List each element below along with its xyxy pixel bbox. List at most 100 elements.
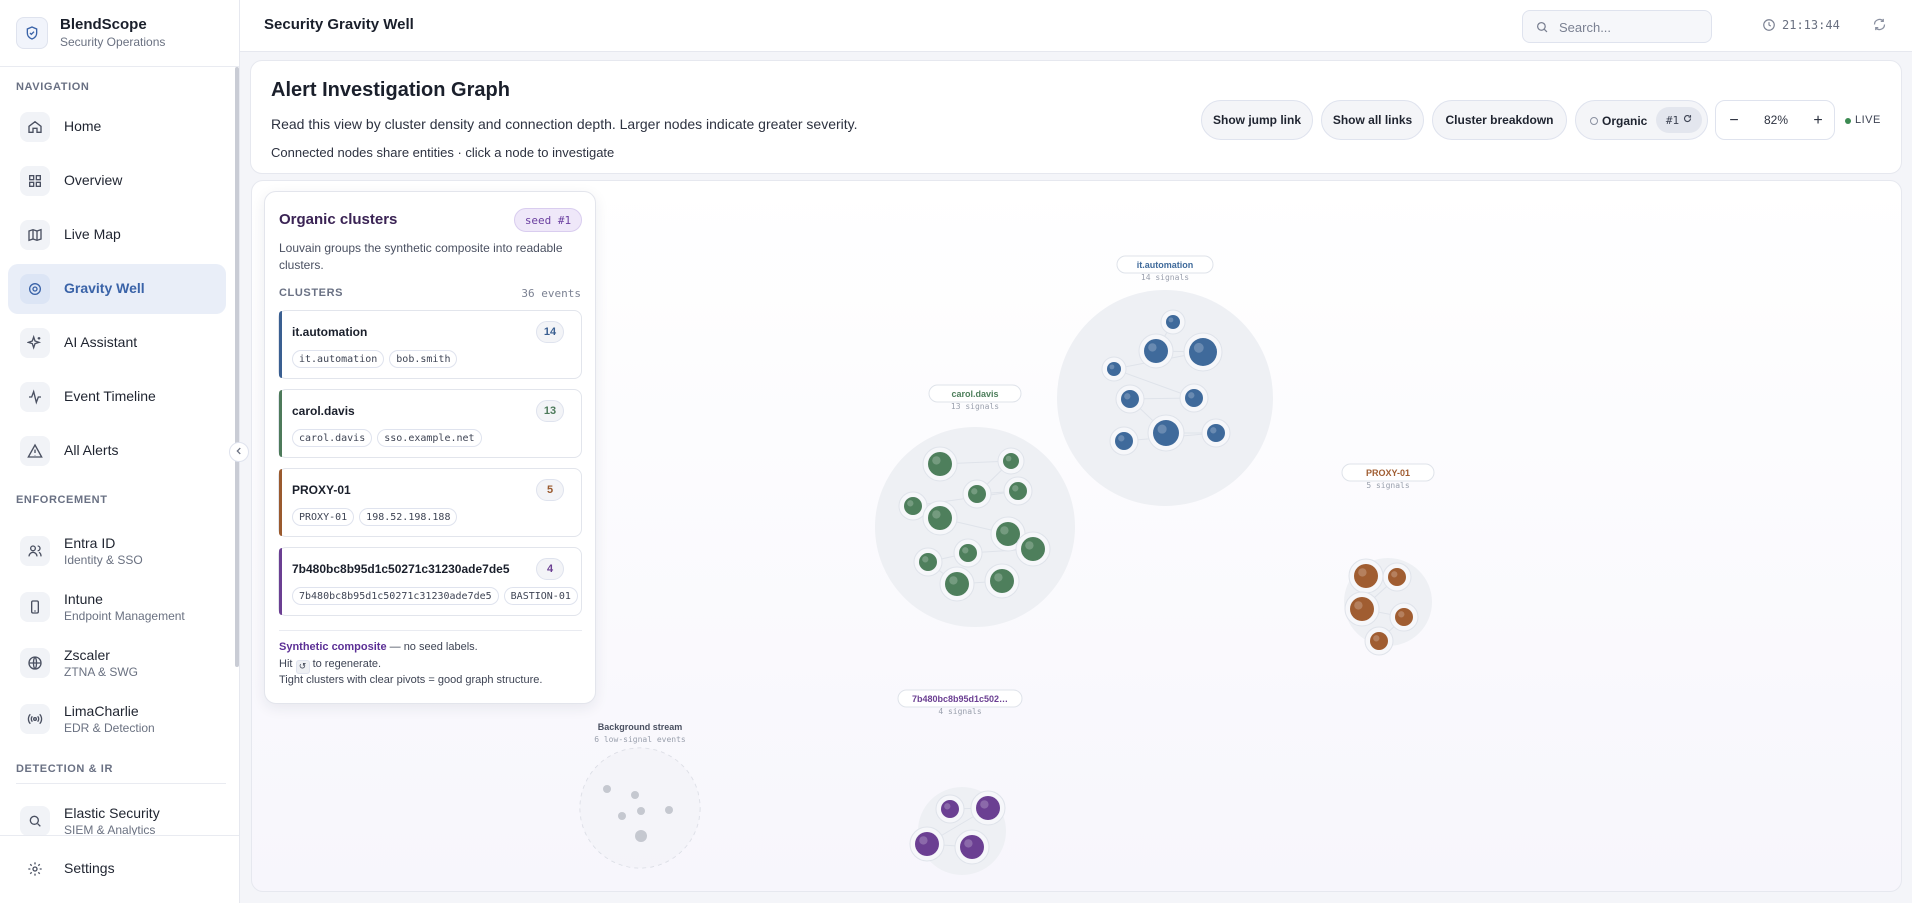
search-input[interactable] xyxy=(1559,17,1704,37)
alert-node[interactable] xyxy=(631,791,639,799)
zoom-out-button[interactable]: − xyxy=(1729,112,1739,129)
sidebar-item-overview[interactable]: Overview xyxy=(8,156,226,206)
node-highlight xyxy=(932,456,941,465)
sidebar-item-entra-id[interactable]: Entra ID Identity & SSO xyxy=(8,526,226,576)
brand[interactable]: BlendScope Security Operations xyxy=(16,14,224,52)
cluster-card[interactable]: it.automation 14 it.automation bob.smith xyxy=(278,310,582,379)
node-highlight xyxy=(1000,526,1009,535)
alert-node[interactable] xyxy=(919,553,937,571)
alert-node[interactable] xyxy=(1021,537,1045,561)
cluster-breakdown-button[interactable]: Cluster breakdown xyxy=(1432,100,1567,140)
entity-tag[interactable]: carol.davis xyxy=(292,429,373,447)
cluster-card[interactable]: PROXY-01 5 PROXY-01 198.52.198.188 xyxy=(278,468,582,537)
alert-node[interactable] xyxy=(1370,632,1388,650)
alert-node[interactable] xyxy=(637,807,645,815)
cluster-label[interactable]: PROXY-01 xyxy=(1366,468,1410,478)
layout-mode-toggle[interactable]: Organic #1 xyxy=(1575,100,1708,140)
cluster-name: carol.davis xyxy=(292,404,355,418)
alert-node[interactable] xyxy=(928,452,952,476)
entity-tag[interactable]: PROXY-01 xyxy=(292,508,355,526)
cluster-card[interactable]: carol.davis 13 carol.davis sso.example.n… xyxy=(278,389,582,458)
entity-tag[interactable]: it.automation xyxy=(292,350,385,368)
alert-node[interactable] xyxy=(618,812,626,820)
alert-node[interactable] xyxy=(990,569,1014,593)
refresh-icon[interactable] xyxy=(1872,17,1887,37)
alert-node[interactable] xyxy=(1207,424,1225,442)
sidebar-item-gravity-well[interactable]: Gravity Well xyxy=(8,264,226,314)
alert-node[interactable] xyxy=(1189,338,1217,366)
entity-tag[interactable]: bob.smith xyxy=(389,350,458,368)
sidebar-item-elastic-security[interactable]: Elastic Security SIEM & Analytics xyxy=(8,796,226,835)
alert-node[interactable] xyxy=(603,785,611,793)
cluster-well[interactable] xyxy=(875,427,1075,627)
alert-node[interactable] xyxy=(1003,453,1019,469)
alert-node[interactable] xyxy=(1144,339,1168,363)
cluster-label[interactable]: it.automation xyxy=(1137,260,1194,270)
alert-node[interactable] xyxy=(1354,564,1378,588)
sidebar-scrollbar-thumb[interactable] xyxy=(235,67,239,667)
alert-node[interactable] xyxy=(665,806,673,814)
sidebar-item-zscaler[interactable]: Zscaler ZTNA & SWG xyxy=(8,638,226,688)
search-box[interactable] xyxy=(1522,10,1712,43)
alert-node[interactable] xyxy=(976,796,1000,820)
gear-icon xyxy=(20,854,50,884)
live-indicator-dot xyxy=(1845,118,1851,124)
alert-node[interactable] xyxy=(941,800,959,818)
collapse-sidebar-button[interactable] xyxy=(229,442,249,462)
sidebar-item-intune[interactable]: Intune Endpoint Management xyxy=(8,582,226,632)
sidebar-item-all-alerts[interactable]: All Alerts xyxy=(8,426,226,476)
entity-tag[interactable]: 7b480bc8b95d1c50271c31230ade7de5 xyxy=(292,587,499,605)
show-jump-link-button[interactable]: Show jump link xyxy=(1201,100,1313,140)
alert-node[interactable] xyxy=(968,485,986,503)
show-all-links-button[interactable]: Show all links xyxy=(1321,100,1424,140)
sidebar-item-label: Home xyxy=(64,118,102,134)
panel-description: Louvain groups the synthetic composite i… xyxy=(279,241,563,272)
alert-node[interactable] xyxy=(1388,568,1406,586)
node-highlight xyxy=(1391,571,1398,578)
cluster-label-pill xyxy=(1116,255,1214,274)
zoom-in-button[interactable]: + xyxy=(1813,112,1823,129)
sidebar-item-label: Settings xyxy=(64,860,115,876)
alert-node[interactable] xyxy=(1395,608,1413,626)
cluster-label[interactable]: carol.davis xyxy=(951,389,998,399)
alert-node[interactable] xyxy=(1107,362,1121,376)
regenerate-seed-button[interactable]: #1 xyxy=(1656,107,1702,133)
alert-node[interactable] xyxy=(1115,432,1133,450)
sidebar-item-event-timeline[interactable]: Event Timeline xyxy=(8,372,226,422)
sidebar-item-settings[interactable]: Settings xyxy=(8,844,226,894)
alert-node[interactable] xyxy=(928,506,952,530)
entity-tag[interactable]: sso.example.net xyxy=(377,429,482,447)
entity-tag[interactable]: BASTION-01 xyxy=(503,587,578,605)
app-subtitle: Security Operations xyxy=(60,35,166,49)
sidebar-item-live-map[interactable]: Live Map xyxy=(8,210,226,260)
sparkles-icon xyxy=(20,328,50,358)
cluster-card[interactable]: 7b480bc8b95d1c50271c31230ade7de5 4 7b480… xyxy=(278,547,582,616)
sidebar-item-home[interactable]: Home xyxy=(8,102,226,152)
sidebar-scrollbar[interactable] xyxy=(235,67,239,835)
alert-node[interactable] xyxy=(915,832,939,856)
alert-node[interactable] xyxy=(1166,315,1180,329)
entity-tag[interactable]: 198.52.198.188 xyxy=(359,508,458,526)
panel-footer-tip: Tight clusters with clear pivots = good … xyxy=(279,674,543,686)
alert-node[interactable] xyxy=(945,572,969,596)
cluster-label[interactable]: 7b480bc8b95d1c502… xyxy=(912,694,1008,704)
alert-node[interactable] xyxy=(1153,420,1179,446)
cluster-label[interactable]: Background stream xyxy=(598,722,683,732)
sidebar-item-limacharlie[interactable]: LimaCharlie EDR & Detection xyxy=(8,694,226,744)
alert-node[interactable] xyxy=(1185,389,1203,407)
graph-canvas[interactable]: it.automation 14 signals carol.davis 13 sig… xyxy=(252,181,1902,892)
cluster-count-badge: 4 xyxy=(536,558,564,580)
node-highlight xyxy=(994,573,1003,582)
node-highlight xyxy=(962,547,969,554)
alert-node[interactable] xyxy=(1009,482,1027,500)
node-highlight xyxy=(1012,485,1019,492)
alert-node[interactable] xyxy=(960,835,984,859)
alert-node[interactable] xyxy=(1350,597,1374,621)
alert-node[interactable] xyxy=(1121,390,1139,408)
sidebar-item-ai-assistant[interactable]: AI Assistant xyxy=(8,318,226,368)
alert-node[interactable] xyxy=(996,522,1020,546)
alert-node[interactable] xyxy=(635,830,647,842)
topbar: Security Gravity Well 21:13:44 xyxy=(240,0,1912,52)
alert-node[interactable] xyxy=(904,497,922,515)
alert-node[interactable] xyxy=(959,544,977,562)
